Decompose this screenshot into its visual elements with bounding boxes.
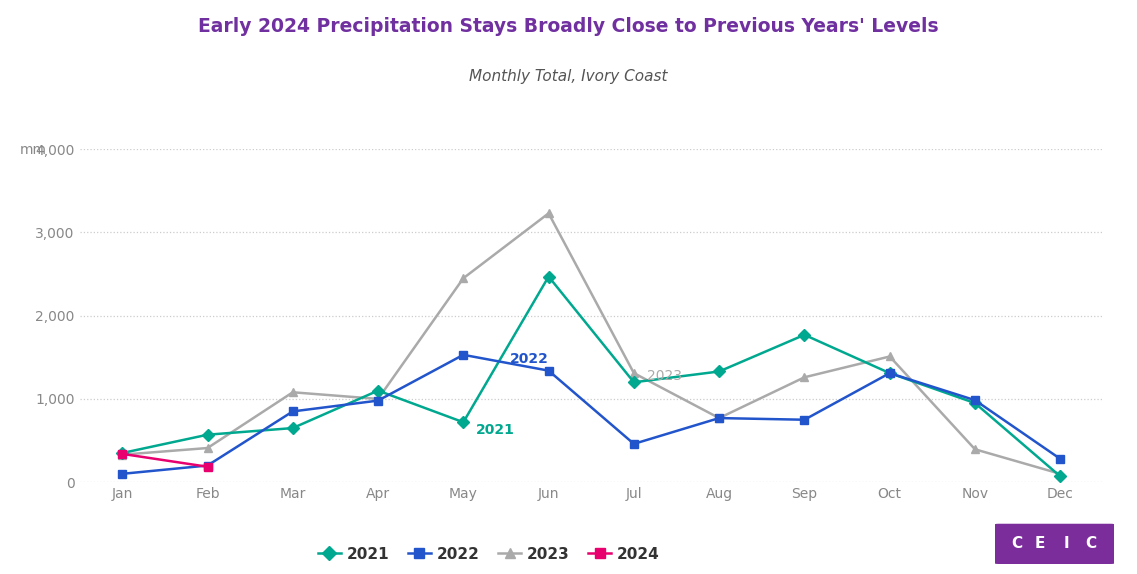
Text: Monthly Total, Ivory Coast: Monthly Total, Ivory Coast <box>470 69 667 84</box>
Text: 2023: 2023 <box>647 369 682 383</box>
Text: C: C <box>1085 536 1096 552</box>
Text: C: C <box>1011 536 1022 552</box>
Text: Early 2024 Precipitation Stays Broadly Close to Previous Years' Levels: Early 2024 Precipitation Stays Broadly C… <box>198 17 939 36</box>
Text: I: I <box>1064 536 1069 552</box>
Text: 2022: 2022 <box>511 352 549 366</box>
FancyBboxPatch shape <box>993 522 1117 565</box>
Legend: 2021, 2022, 2023, 2024: 2021, 2022, 2023, 2024 <box>312 541 666 568</box>
Y-axis label: mm: mm <box>20 142 47 157</box>
Text: 2021: 2021 <box>476 423 515 437</box>
Text: E: E <box>1035 536 1045 552</box>
